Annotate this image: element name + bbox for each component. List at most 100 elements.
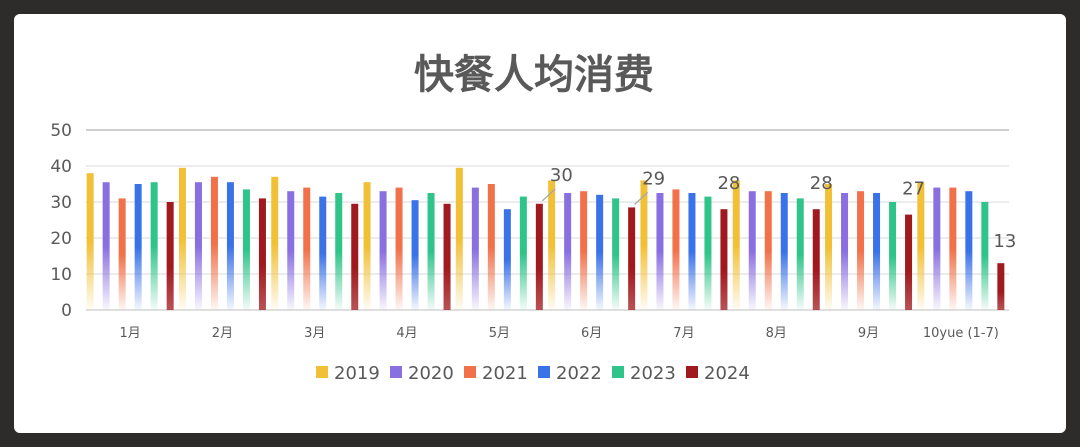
bar-2023-8 [889,202,897,310]
legend-label: 2021 [482,363,528,384]
y-tick-label: 40 [50,157,72,177]
bar-2021-3 [395,187,403,310]
bar-2021-1 [210,176,218,310]
bar-2024-0 [166,202,174,310]
bar-2022-4 [503,209,511,310]
x-tick-label: 10yue (1-7) [923,326,999,341]
bar-2019-8 [825,184,833,310]
bar-2019-9 [917,182,925,310]
x-tick-label: 2月 [212,326,233,341]
data-label: 27 [902,179,925,200]
legend-swatch-2021 [464,366,476,378]
bar-2022-5 [596,194,604,310]
bar-2020-7 [748,191,756,310]
bar-2023-6 [704,196,712,310]
legend-label: 2023 [630,363,676,384]
bar-2024-5 [628,207,636,310]
x-tick-label: 9月 [858,326,879,341]
bar-2019-6 [640,180,648,310]
bar-2019-4 [455,167,463,310]
y-tick-label: 50 [50,121,72,141]
bar-2021-2 [303,187,311,310]
chart-title: 快餐人均消费 [414,52,654,98]
y-tick-label: 20 [50,229,72,249]
bar-2020-4 [471,187,479,310]
bar-2024-2 [351,203,359,310]
bar-2024-3 [443,203,451,310]
x-tick-label: 7月 [673,326,694,341]
bar-2023-3 [427,193,435,310]
legend-label: 2019 [334,363,380,384]
legend-swatch-2022 [538,366,550,378]
bar-2019-0 [86,173,94,310]
bar-2021-6 [672,189,680,310]
bar-2020-3 [379,191,387,310]
y-tick-label: 10 [50,265,72,285]
bar-2020-2 [287,191,295,310]
bar-2021-8 [857,191,865,310]
chart-card: 快餐人均消费 0 10 20 30 40 50 30 29 28 28 27 13 1月 2月 3月 4月… [14,14,1066,433]
legend: 2019 2020 2021 2022 2023 2024 [316,363,750,384]
gridlines [86,129,1009,311]
bar-2021-0 [118,198,126,310]
bar-2019-2 [271,176,279,310]
chart-svg: 快餐人均消费 0 10 20 30 40 50 30 29 28 28 27 13 1月 2月 3月 4月… [50,52,1016,384]
x-tick-label: 6月 [581,326,602,341]
y-tick-label: 0 [61,301,72,321]
bar-2022-2 [319,196,327,310]
x-tick-label: 1月 [120,326,141,341]
bar-2023-9 [981,202,989,310]
legend-swatch-2024 [686,366,698,378]
bar-2021-5 [580,191,588,310]
legend-swatch-2019 [316,366,328,378]
x-tick-label: 4月 [396,326,417,341]
legend-label: 2024 [704,363,750,384]
bar-2019-1 [178,167,186,310]
bar-2022-3 [411,200,419,310]
bar-2024-4 [535,203,543,310]
data-label: 30 [550,165,573,186]
bar-2020-0 [102,182,110,310]
legend-swatch-2020 [390,366,402,378]
bar-2023-4 [519,196,527,310]
bar-2024-9 [997,263,1005,310]
x-tick-label: 8月 [766,326,787,341]
bar-2022-6 [688,193,696,310]
bar-2019-3 [363,182,371,310]
bar-2019-7 [732,180,740,310]
x-tick-label: 5月 [489,326,510,341]
bar-2024-7 [812,209,820,310]
bar-2019-5 [548,180,556,310]
bar-2023-5 [612,198,620,310]
bar-2022-8 [873,193,881,310]
data-label: 28 [717,173,740,194]
x-axis-ticks: 1月 2月 3月 4月 5月 6月 7月 8月 9月 10yue (1-7) [120,326,999,341]
bar-2023-0 [150,182,158,310]
bar-2021-4 [487,184,495,310]
bar-2023-2 [335,193,343,310]
bar-2020-1 [194,182,202,310]
bar-2021-7 [764,191,772,310]
y-axis-ticks: 0 10 20 30 40 50 [50,121,72,321]
legend-swatch-2023 [612,366,624,378]
bar-2023-1 [242,189,250,310]
bar-2023-7 [796,198,804,310]
leader-line [634,191,649,205]
data-labels: 30 29 28 28 27 13 [541,165,1016,252]
x-tick-label: 3月 [304,326,325,341]
leader-line [541,188,556,202]
bar-2024-6 [720,209,728,310]
y-tick-label: 30 [50,193,72,213]
bar-2020-9 [933,187,941,310]
bar-2024-1 [258,198,266,310]
legend-label: 2022 [556,363,602,384]
data-label: 13 [993,231,1016,252]
legend-label: 2020 [408,363,454,384]
bar-2022-7 [780,193,788,310]
data-label: 28 [810,173,833,194]
bar-2021-9 [949,187,957,310]
bars [86,167,1005,310]
bar-2020-6 [656,193,664,310]
bar-2020-8 [841,193,849,310]
bar-2024-8 [905,214,913,310]
